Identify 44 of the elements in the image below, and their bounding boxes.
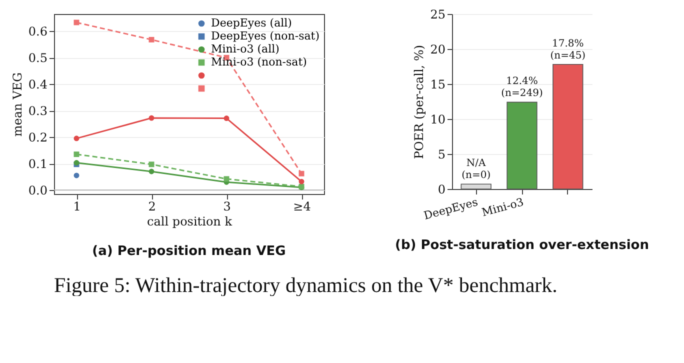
point [298, 178, 304, 184]
legend-label: Mini-o3 (non-sat) [211, 56, 307, 68]
y-axis-title: POER (per-call, %) [412, 44, 426, 160]
y-tick-label: 0.4 [28, 78, 48, 92]
text: (b) Post-saturation over-extension [395, 238, 649, 253]
y-tick-label: 0.5 [28, 51, 48, 66]
x-tick-label: 3 [223, 200, 231, 214]
y-tick-label: 20 [430, 42, 446, 56]
bar [460, 184, 492, 190]
data-label: 17.8% (n=45) [550, 38, 586, 62]
y-tick-label: 0.6 [28, 24, 48, 39]
text: (a) Per-position mean VEG [92, 244, 286, 259]
x-tick-label: 2 [148, 200, 156, 214]
point [224, 176, 230, 182]
legend-label: DeepEyes (all) [211, 16, 292, 30]
bar [506, 102, 538, 190]
y-tick-label: 5 [438, 148, 446, 162]
y-tick-label: 15 [430, 78, 446, 92]
y-tick-label: 0.2 [28, 130, 48, 145]
y-tick-label: 10 [430, 112, 446, 126]
y-tick-label: 25 [430, 8, 446, 22]
annotation: N/A (n=0) [462, 158, 491, 182]
point [148, 168, 154, 174]
point [74, 152, 80, 158]
y-tick-label: 0.0 [28, 184, 48, 198]
legend-label: Mini-o3 (all) [211, 42, 280, 56]
x-tick-label: Mini-o3 [480, 196, 526, 220]
y-tick-label: 0 [438, 182, 446, 196]
point [74, 20, 80, 26]
point [74, 136, 80, 142]
y-tick-label: 0.1 [28, 157, 48, 172]
legend-label: DeepEyes (non-sat) [211, 30, 320, 42]
x-tick-label: ≥4 [293, 200, 312, 214]
bar [552, 64, 584, 190]
x-tick-label: 1 [73, 200, 81, 214]
point [298, 170, 304, 176]
point [224, 116, 230, 122]
point [148, 36, 154, 42]
x-axis-title: call position k [147, 214, 233, 228]
data-label: 12.4% (n=249) [501, 76, 543, 100]
point [148, 115, 154, 121]
y-tick-label: 0.3 [28, 104, 48, 118]
point [148, 162, 154, 168]
y-axis-title: mean VEG [10, 72, 24, 137]
